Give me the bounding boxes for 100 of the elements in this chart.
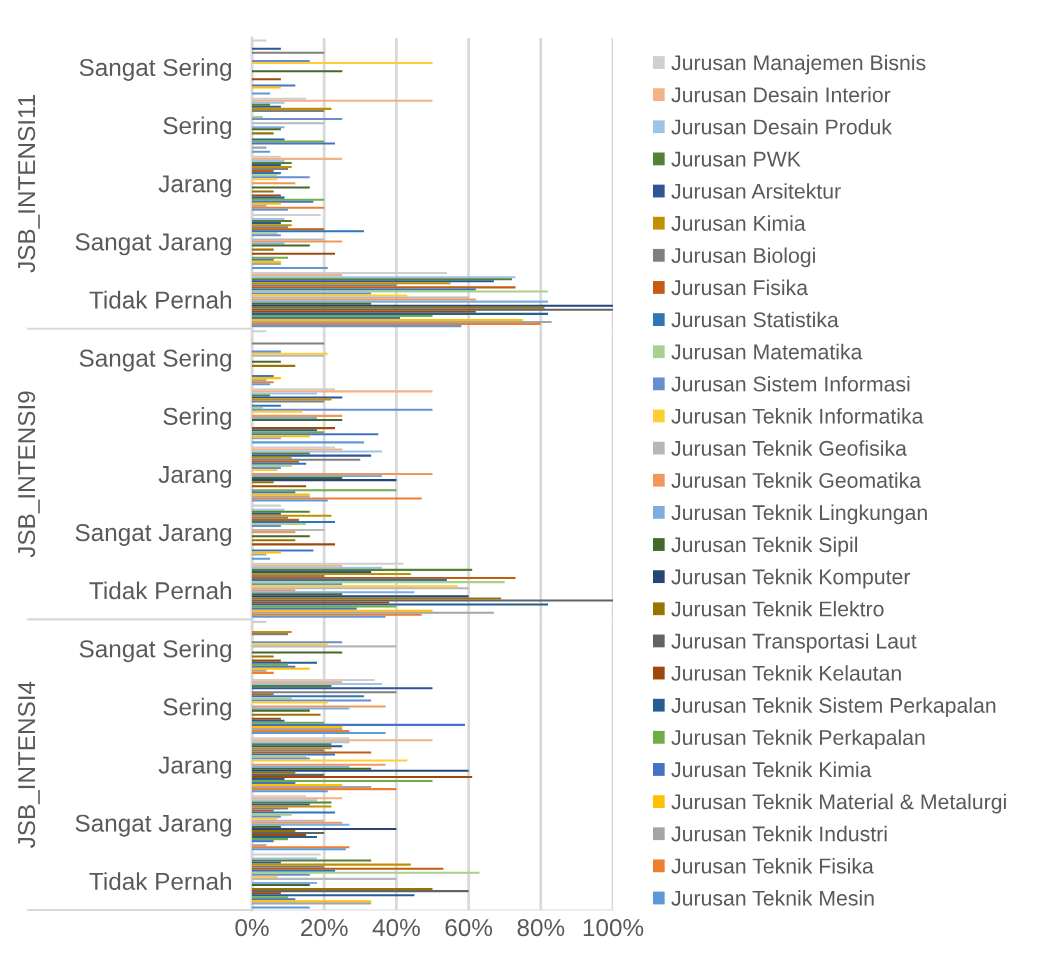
x-tick-label: 0%	[235, 918, 269, 937]
bar	[252, 196, 285, 199]
y-tick-label: Sangat Sering	[79, 348, 231, 372]
bar	[252, 595, 469, 598]
bar	[252, 364, 296, 367]
bar	[252, 128, 281, 131]
bar	[252, 577, 516, 580]
legend-label: Jurusan Fisika	[671, 279, 809, 296]
bar	[252, 892, 281, 895]
bar	[252, 460, 299, 463]
bar	[252, 161, 292, 164]
bar	[252, 308, 613, 311]
bar	[252, 767, 372, 770]
bar	[252, 202, 281, 205]
bar	[252, 641, 343, 644]
bar	[252, 288, 476, 291]
bar	[252, 427, 336, 430]
bar	[252, 557, 271, 560]
bar	[252, 429, 317, 432]
legend-label: Jurusan Teknik Fisika	[671, 857, 874, 874]
x-tick-label: 20%	[301, 918, 348, 937]
x-tick-label: 60%	[445, 918, 493, 937]
bar	[252, 394, 271, 397]
bar	[252, 99, 433, 102]
bar	[252, 829, 296, 832]
bar	[252, 827, 397, 830]
bar	[252, 691, 397, 694]
bar	[252, 777, 285, 780]
bar	[252, 462, 307, 465]
bar	[252, 491, 296, 494]
bar	[252, 531, 296, 534]
bar	[252, 823, 350, 826]
legend-label: Jurusan Teknik Material & Metalurgi	[671, 793, 1006, 814]
bar	[252, 514, 332, 517]
bar	[252, 543, 336, 546]
bar	[252, 574, 325, 578]
bar	[252, 379, 267, 382]
bar	[252, 456, 292, 459]
bar	[252, 790, 328, 793]
legend-label: Jurusan Matematika	[671, 343, 863, 360]
bar	[252, 310, 476, 313]
bar	[252, 749, 325, 752]
bar	[252, 665, 296, 668]
bar	[252, 101, 285, 104]
bar	[252, 274, 343, 277]
bar	[252, 312, 549, 315]
bar	[252, 687, 433, 690]
legend-label: Jurusan Desain Interior	[671, 86, 891, 103]
bar	[252, 861, 281, 864]
legend-label: Jurusan Teknik Informatika	[671, 408, 924, 424]
bar	[252, 448, 343, 451]
bar	[252, 86, 281, 89]
bar	[252, 244, 310, 247]
bar	[252, 512, 281, 515]
legend-label: Jurusan Teknik Lingkungan	[671, 504, 927, 525]
bar	[252, 681, 343, 684]
y-tick-label: Sering	[163, 697, 231, 721]
bar	[252, 717, 281, 720]
bar	[252, 597, 502, 600]
bar	[252, 579, 447, 582]
bar	[252, 846, 350, 849]
bar	[252, 663, 289, 666]
bar	[252, 819, 325, 822]
bar	[252, 655, 274, 658]
bar	[252, 784, 343, 787]
y-tick-label: Sangat Jarang	[75, 523, 231, 546]
bar	[252, 751, 372, 754]
bar	[252, 739, 433, 742]
bar	[252, 70, 343, 73]
bar	[252, 406, 263, 409]
bar	[252, 745, 343, 748]
y-tick-label: Sangat Sering	[79, 639, 231, 663]
bar	[252, 863, 411, 866]
bar	[252, 848, 346, 851]
bar	[252, 773, 325, 776]
bar	[252, 146, 267, 149]
bar	[252, 613, 422, 616]
bar	[252, 589, 296, 592]
legend-label: Jurusan Teknik Industri	[671, 825, 887, 842]
bar	[252, 572, 411, 575]
bar	[252, 190, 274, 193]
bar	[252, 753, 336, 756]
bar	[252, 587, 469, 590]
bar	[252, 821, 343, 824]
bar	[252, 896, 289, 899]
y-tick-label: Sangat Jarang	[75, 233, 231, 256]
bar	[252, 404, 281, 407]
bar	[252, 266, 328, 269]
bar	[252, 701, 328, 704]
bar	[252, 894, 415, 897]
bar	[252, 705, 386, 708]
bar	[252, 520, 336, 523]
bar	[252, 377, 281, 380]
bar	[252, 248, 274, 251]
bar	[252, 522, 307, 525]
bar	[252, 61, 433, 65]
bar	[252, 92, 271, 95]
bar	[252, 834, 307, 837]
legend-label: Jurusan Teknik Kimia	[671, 761, 872, 778]
legend-label: Jurusan Sistem Informasi	[671, 375, 910, 392]
